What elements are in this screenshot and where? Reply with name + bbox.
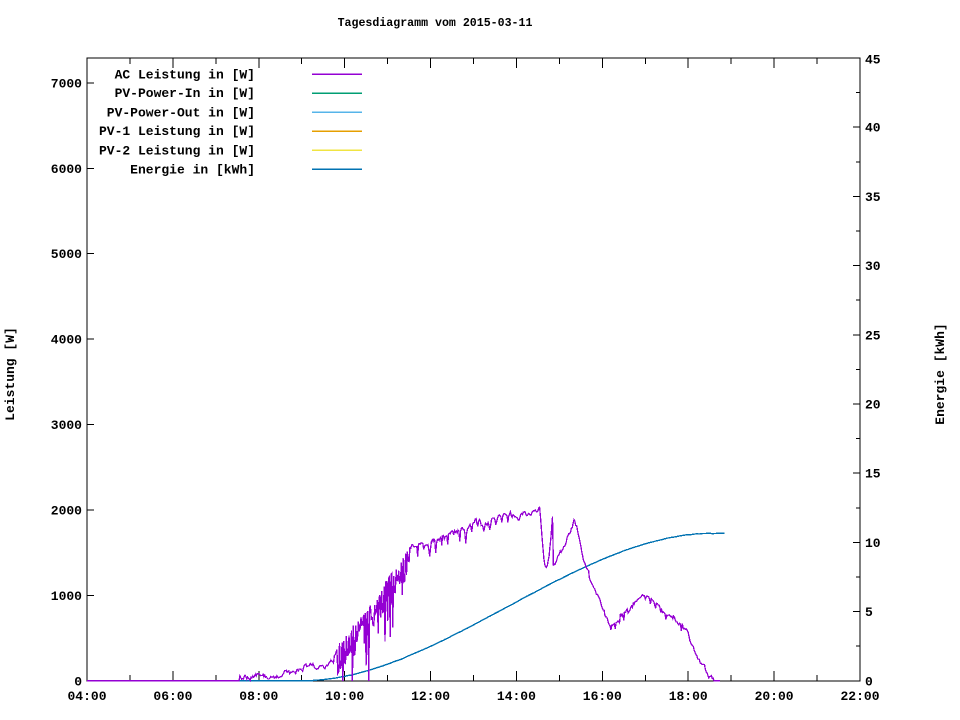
svg-text:3000: 3000: [51, 418, 82, 433]
svg-text:PV-Power-In in [W]: PV-Power-In in [W]: [115, 86, 255, 101]
svg-text:5: 5: [865, 605, 873, 620]
svg-text:08:00: 08:00: [239, 689, 278, 704]
svg-text:45: 45: [865, 53, 881, 68]
svg-text:06:00: 06:00: [153, 689, 192, 704]
svg-text:6000: 6000: [51, 162, 82, 177]
svg-text:30: 30: [865, 259, 881, 274]
svg-text:1000: 1000: [51, 589, 82, 604]
svg-text:AC Leistung in [W]: AC Leistung in [W]: [115, 67, 255, 82]
svg-text:PV-2 Leistung in [W]: PV-2 Leistung in [W]: [99, 143, 255, 158]
svg-text:20:00: 20:00: [755, 689, 794, 704]
svg-text:20: 20: [865, 398, 881, 413]
svg-text:18:00: 18:00: [669, 689, 708, 704]
svg-text:12:00: 12:00: [411, 689, 450, 704]
svg-text:PV-1 Leistung in [W]: PV-1 Leistung in [W]: [99, 124, 255, 139]
svg-text:10: 10: [865, 536, 881, 551]
svg-text:10:00: 10:00: [325, 689, 364, 704]
svg-text:7000: 7000: [51, 76, 82, 91]
svg-text:14:00: 14:00: [497, 689, 536, 704]
svg-text:Energie in [kWh]: Energie in [kWh]: [130, 162, 255, 177]
svg-text:PV-Power-Out in [W]: PV-Power-Out in [W]: [107, 105, 255, 120]
svg-text:Leistung [W]: Leistung [W]: [3, 327, 18, 421]
svg-text:2000: 2000: [51, 504, 82, 519]
svg-text:0: 0: [74, 674, 82, 689]
svg-text:25: 25: [865, 328, 881, 343]
svg-text:40: 40: [865, 121, 881, 136]
svg-text:4000: 4000: [51, 333, 82, 348]
svg-text:22:00: 22:00: [840, 689, 879, 704]
svg-text:16:00: 16:00: [583, 689, 622, 704]
svg-text:Energie [kWh]: Energie [kWh]: [933, 323, 948, 424]
svg-text:5000: 5000: [51, 247, 82, 262]
svg-text:04:00: 04:00: [67, 689, 106, 704]
svg-text:15: 15: [865, 467, 881, 482]
svg-text:35: 35: [865, 190, 881, 205]
svg-text:0: 0: [865, 674, 873, 689]
